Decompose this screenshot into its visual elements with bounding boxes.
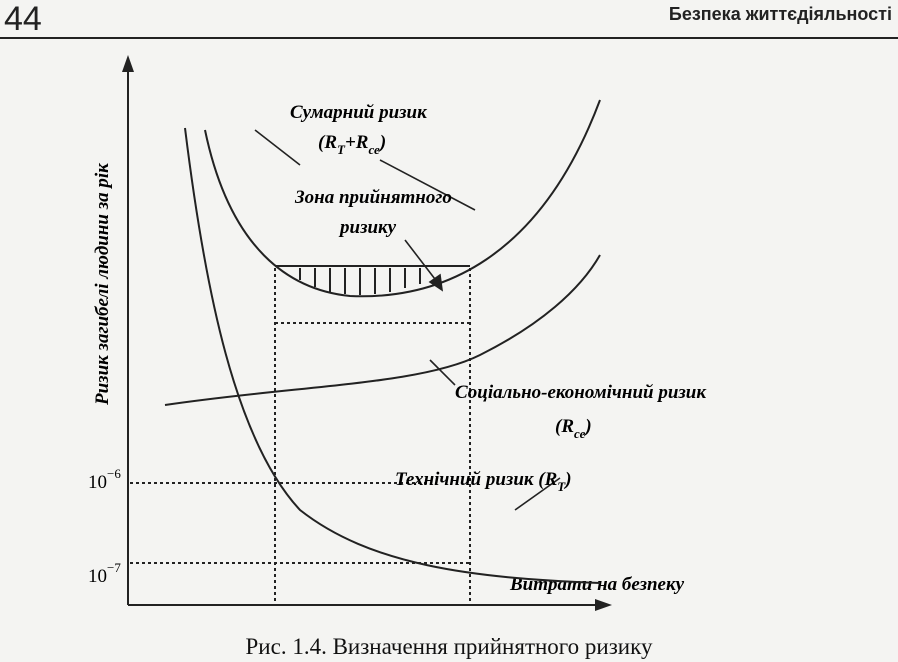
- tick-base: 10: [88, 472, 107, 493]
- axes: [122, 55, 612, 611]
- y-tick-label: 10−6: [88, 466, 121, 493]
- leaders: [254, 129, 561, 511]
- formula-part: (R: [318, 132, 337, 153]
- formula-part: +R: [345, 132, 369, 153]
- technical-risk-curve: [184, 127, 601, 584]
- acceptable-zone-hatch: [299, 268, 421, 295]
- label-part: Технічний ризик (R: [395, 469, 557, 490]
- zone-label: ризику: [338, 217, 397, 238]
- total-risk-curve: [204, 99, 601, 298]
- y-axis-label: Ризик загибелі людини за рік: [92, 162, 113, 406]
- socio-risk-label: Соціально-економічний ризик: [455, 382, 707, 403]
- label-part: ): [563, 469, 571, 490]
- formula-sub: се: [368, 142, 380, 157]
- y-tick-label: 10−7: [88, 560, 121, 587]
- formula-part: (R: [555, 416, 574, 437]
- total-risk-formula: (RТ+Rсе): [318, 132, 386, 157]
- formula-sub: Т: [337, 142, 346, 157]
- socio-economic-risk-curve: [164, 254, 601, 406]
- tech-risk-label: Технічний ризик (RТ): [395, 469, 572, 494]
- caption: Рис. 1.4. Визначення прийнятного ризику: [246, 634, 653, 659]
- socio-risk-formula: (Rсе): [555, 416, 592, 441]
- running-title: Безпека життєдіяльності: [669, 4, 892, 24]
- label-sub: Т: [557, 479, 566, 494]
- guides: [130, 265, 471, 603]
- formula-part: ): [583, 416, 591, 437]
- tick-base: 10: [88, 566, 107, 587]
- formula-part: ): [378, 132, 386, 153]
- zone-label: Зона прийнятного: [294, 187, 452, 208]
- formula-sub: се: [574, 426, 586, 441]
- total-risk-label: Сумарний ризик: [290, 102, 428, 123]
- tick-exp: −6: [107, 466, 121, 481]
- tick-exp: −7: [107, 560, 121, 575]
- page-number: 44: [4, 0, 42, 38]
- x-axis-label: Витрати на безпеку: [509, 574, 685, 595]
